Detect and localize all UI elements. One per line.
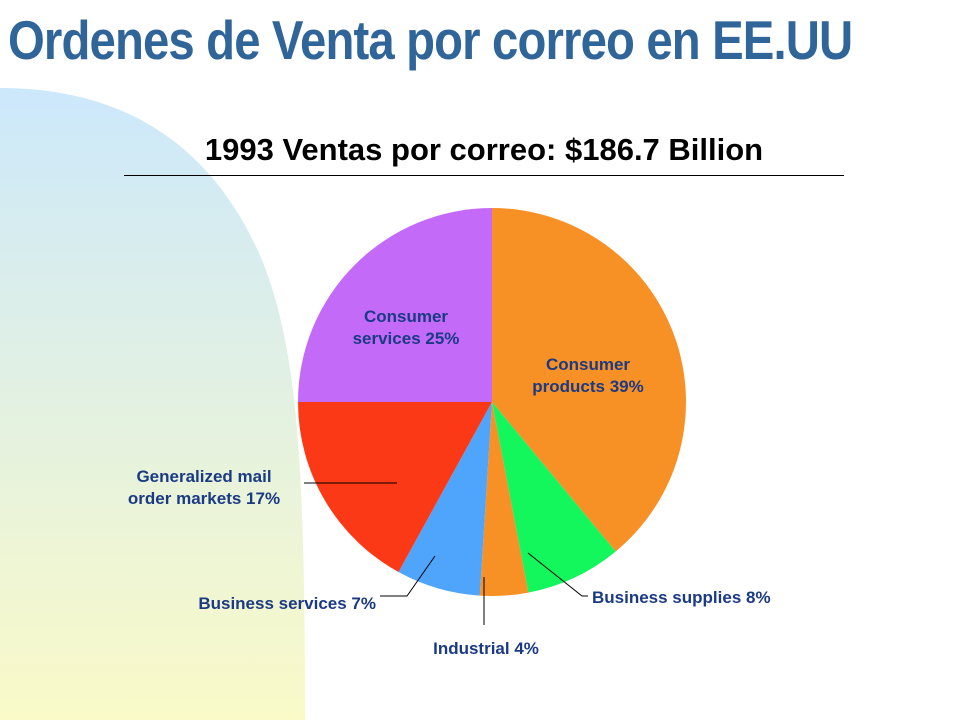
slice-label-business-supplies-8: Business supplies 8% bbox=[592, 588, 771, 607]
slice-label-business-services-7: Business services 7% bbox=[198, 594, 376, 613]
slide-title: Ordenes de Venta por correo en EE.UU bbox=[8, 9, 853, 71]
pie-slice-generalized-mail-order-markets-17 bbox=[298, 402, 492, 573]
slice-label-consumer-services-25: Consumer services 25% bbox=[353, 307, 460, 348]
leader-line-business-supplies-8 bbox=[527, 552, 588, 597]
chart-title: 1993 Ventas por correo: $186.7 Billion bbox=[204, 132, 764, 167]
pie-slice-business-supplies-8 bbox=[492, 402, 616, 593]
slice-label-consumer-products-39: Consumer products 39% bbox=[532, 355, 643, 396]
leader-line-business-services-7 bbox=[380, 555, 436, 597]
slice-label-industrial-4: Industrial 4% bbox=[433, 639, 539, 658]
pie-slice-business-services-7 bbox=[398, 402, 492, 596]
pie-slice-consumer-services-25 bbox=[298, 208, 492, 402]
slice-label-generalized-mail-order-markets-17: Generalized mail order markets 17% bbox=[128, 467, 280, 508]
title-underline bbox=[124, 175, 844, 176]
background-arc-shape bbox=[0, 88, 305, 720]
pie-slice-consumer-products-39 bbox=[492, 208, 687, 552]
pie-slice-industrial-4 bbox=[479, 402, 529, 596]
